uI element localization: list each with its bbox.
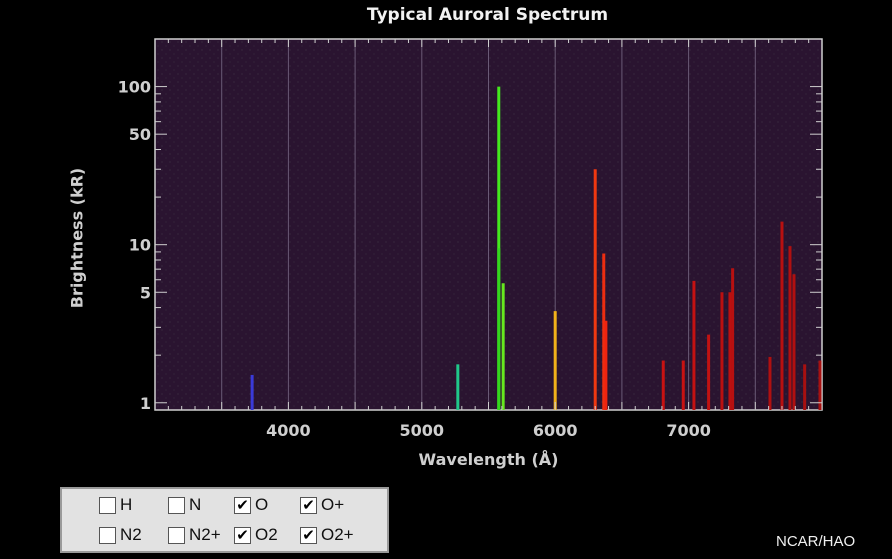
legend-label-o2: O2 bbox=[255, 525, 278, 544]
legend-toggle-o2[interactable]: ✔ O2 bbox=[234, 525, 278, 545]
legend-toggle-n2-plus[interactable]: N2+ bbox=[168, 525, 221, 545]
legend-label-o: O bbox=[255, 495, 269, 514]
legend-label-n2: N2 bbox=[120, 525, 142, 544]
legend-toggle-n[interactable]: N bbox=[168, 495, 201, 515]
x-tick-label: 5000 bbox=[400, 421, 445, 440]
checkbox-n2-plus[interactable] bbox=[168, 526, 185, 544]
y-tick-label: 50 bbox=[129, 125, 151, 144]
legend-label-h: H bbox=[120, 495, 133, 514]
legend-label-n: N bbox=[189, 495, 202, 514]
x-tick-label: 6000 bbox=[533, 421, 578, 440]
checkbox-o-checked[interactable]: ✔ bbox=[234, 496, 251, 514]
legend-label-o-plus: O+ bbox=[321, 495, 345, 514]
legend-toggle-o2-plus[interactable]: ✔ O2+ bbox=[300, 525, 354, 545]
y-tick-label: 10 bbox=[129, 236, 151, 255]
checkbox-o2-plus-checked[interactable]: ✔ bbox=[300, 526, 317, 544]
legend-label-o2-plus: O2+ bbox=[321, 525, 354, 544]
y-tick-label: 5 bbox=[140, 283, 151, 302]
x-axis-label: Wavelength (Å) bbox=[418, 450, 559, 469]
y-tick-label: 100 bbox=[118, 78, 151, 97]
spectrum-plot: 4000 5000 6000 7000 1 5 10 50 100 bbox=[118, 38, 823, 440]
checkbox-n2[interactable] bbox=[99, 526, 116, 544]
checkbox-o-plus-checked[interactable]: ✔ bbox=[300, 496, 317, 514]
checkbox-h[interactable] bbox=[99, 496, 116, 514]
x-tick-label: 4000 bbox=[266, 421, 311, 440]
credit-label: NCAR/HAO bbox=[776, 533, 856, 550]
y-tick-label: 1 bbox=[140, 394, 151, 413]
legend-toggle-n2[interactable]: N2 bbox=[99, 525, 142, 545]
legend-toggle-o[interactable]: ✔ O bbox=[234, 495, 268, 515]
checkbox-o2-checked[interactable]: ✔ bbox=[234, 526, 251, 544]
chart-title: Typical Auroral Spectrum bbox=[366, 5, 609, 25]
legend-label-n2-plus: N2+ bbox=[189, 525, 221, 544]
legend-toggle-o-plus[interactable]: ✔ O+ bbox=[300, 495, 344, 515]
species-legend: H N ✔ O ✔ O+ N2 N2+ ✔ O2 ✔ O2+ bbox=[60, 487, 389, 553]
y-axis-label: Brightness (kR) bbox=[67, 167, 87, 309]
legend-toggle-h[interactable]: H bbox=[99, 495, 132, 515]
checkbox-n[interactable] bbox=[168, 496, 185, 514]
x-tick-label: 7000 bbox=[666, 421, 711, 440]
